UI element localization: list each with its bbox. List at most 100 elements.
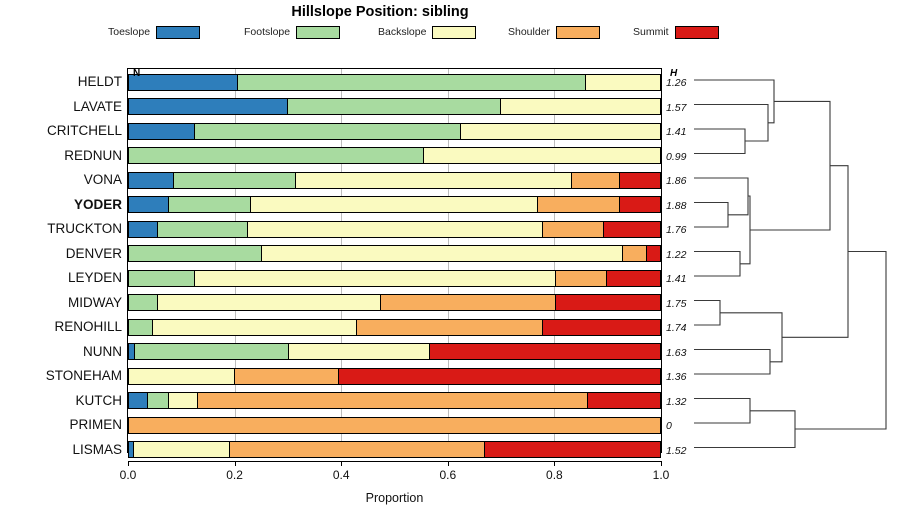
bar-segment-footslope <box>237 74 586 90</box>
dendrogram-svg <box>694 79 887 449</box>
row-label-renohill[interactable]: RENOHILL <box>54 319 122 334</box>
bar-segment-backslope <box>500 99 660 114</box>
bar-segment-summit <box>338 368 660 384</box>
stacked-bar[interactable] <box>128 98 661 115</box>
bar-segment-footslope <box>168 197 252 212</box>
bar-segment-shoulder <box>556 270 607 286</box>
row-label-lavate[interactable]: LAVATE <box>73 98 122 114</box>
bar-segment-summit <box>620 197 660 212</box>
table-row: HELDT381.26 <box>0 70 900 95</box>
bar-segment-summit <box>430 344 660 359</box>
axis-tick <box>447 461 449 466</box>
axis-tick <box>234 461 236 466</box>
legend-item-backslope: Backslope <box>378 24 477 40</box>
bar-segment-toeslope <box>129 197 169 212</box>
row-label-heldt[interactable]: HELDT <box>77 74 122 89</box>
stacked-bar[interactable] <box>128 147 661 164</box>
stacked-bar[interactable] <box>128 245 661 262</box>
bar-segment-shoulder <box>537 197 621 212</box>
stacked-bar[interactable] <box>128 318 661 336</box>
bar-segment-toeslope <box>129 172 175 188</box>
table-row: LISMAS2101.52 <box>0 438 900 463</box>
stacked-bar[interactable] <box>128 392 661 409</box>
row-label-critchell[interactable]: CRITCHELL <box>46 123 122 138</box>
legend-label: Shoulder <box>508 26 551 38</box>
bar-segment-summit <box>484 442 660 457</box>
table-row: VONA3261.86 <box>0 168 900 193</box>
row-diversity: 1.76 <box>666 224 687 236</box>
table-row: CRITCHELL81.41 <box>0 119 900 144</box>
row-label-nunn[interactable]: NUNN <box>83 343 122 359</box>
legend-swatch-backslope <box>432 25 477 39</box>
row-label-truckton[interactable]: TRUCKTON <box>47 221 122 236</box>
stacked-bar[interactable] <box>128 343 661 360</box>
page-title: Hillslope Position: sibling <box>291 4 469 20</box>
bar-segment-footslope <box>129 270 196 286</box>
bar-segment-toeslope <box>129 393 148 408</box>
table-row: MIDWAY4261.75 <box>0 291 900 316</box>
row-diversity: 1.52 <box>666 444 687 457</box>
bar-segment-backslope <box>152 319 358 335</box>
row-label-leyden[interactable]: LEYDEN <box>67 270 122 285</box>
bar-segment-footslope <box>135 344 290 359</box>
table-row: YODER131.88 <box>0 193 900 218</box>
row-label-yoder[interactable]: YODER <box>73 196 122 212</box>
table-row: KUTCH371.32 <box>0 389 900 414</box>
stacked-bar[interactable] <box>128 73 661 91</box>
row-diversity: 1.26 <box>666 77 687 89</box>
legend-swatch-footslope <box>296 25 341 39</box>
bar-segment-toeslope <box>129 221 159 237</box>
legend-item-toeslope: Toeslope <box>108 24 201 40</box>
row-label-denver[interactable]: DENVER <box>65 245 122 261</box>
bar-segment-toeslope <box>129 74 238 90</box>
stacked-bar[interactable] <box>128 441 661 458</box>
legend-item-summit: Summit <box>633 24 719 40</box>
bar-segment-summit <box>646 246 660 261</box>
table-row: NUNN1711.63 <box>0 340 900 365</box>
stacked-bar[interactable] <box>128 196 661 213</box>
bar-segment-backslope <box>289 344 431 359</box>
bar-segment-shoulder <box>622 246 647 261</box>
bar-segment-shoulder <box>543 221 605 237</box>
row-diversity: 1.22 <box>666 248 687 261</box>
row-label-primen[interactable]: PRIMEN <box>69 417 122 432</box>
bar-segment-footslope <box>174 172 297 188</box>
table-row: PRIMEN280 <box>0 413 900 438</box>
stacked-bar[interactable] <box>128 294 661 311</box>
bar-segment-summit <box>543 319 660 335</box>
row-label-midway[interactable]: MIDWAY <box>68 294 122 310</box>
stacked-bar[interactable] <box>128 416 661 434</box>
stacked-bar[interactable] <box>128 220 661 238</box>
stacked-bar[interactable] <box>128 122 661 140</box>
stacked-bar[interactable] <box>128 367 661 385</box>
bar-segment-backslope <box>248 221 544 237</box>
row-diversity: 0.99 <box>666 150 687 163</box>
legend: Toeslope Footslope Backslope Shoulder Summit <box>108 24 768 40</box>
axis-tick <box>661 461 662 466</box>
bar-segment-toeslope <box>129 99 289 114</box>
legend-swatch-shoulder <box>556 25 601 39</box>
table-row: REDNUN90.99 <box>0 144 900 169</box>
legend-label: Footslope <box>244 26 291 38</box>
bar-segment-shoulder <box>129 417 660 433</box>
row-label-stoneham[interactable]: STONEHAM <box>45 368 122 383</box>
stacked-bar[interactable] <box>128 171 661 189</box>
axis-tick <box>128 461 129 466</box>
bar-segment-summit <box>556 295 660 310</box>
column-header-n: N <box>133 68 141 79</box>
bar-segment-summit <box>604 221 660 237</box>
bar-segment-shoulder <box>572 172 621 188</box>
bar-segment-footslope <box>129 148 424 163</box>
bar-segment-backslope <box>296 172 573 188</box>
bar-segment-footslope <box>147 393 169 408</box>
bar-segment-backslope <box>585 74 660 90</box>
row-label-lismas[interactable]: LISMAS <box>72 441 122 457</box>
row-label-rednun[interactable]: REDNUN <box>64 147 122 163</box>
stacked-bar[interactable] <box>128 269 661 287</box>
row-label-vona[interactable]: VONA <box>83 172 122 187</box>
row-diversity: 1.41 <box>666 126 687 138</box>
bar-segment-backslope <box>195 270 557 286</box>
axis-tick-label: 0.4 <box>332 468 350 482</box>
bar-segment-backslope <box>158 295 382 310</box>
row-label-kutch[interactable]: KUTCH <box>75 392 123 408</box>
